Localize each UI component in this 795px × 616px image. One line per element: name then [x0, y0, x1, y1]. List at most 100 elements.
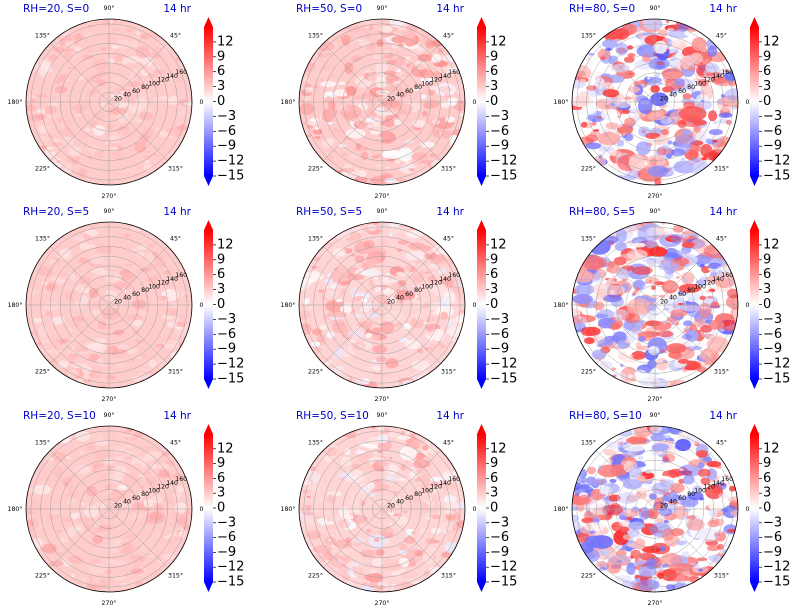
heatmap-cell: [58, 360, 69, 368]
heatmap-cell: [121, 111, 139, 124]
heatmap-cell: [162, 269, 171, 275]
heatmap-cell: [145, 476, 157, 487]
colorbar-tick-label: 12: [763, 237, 780, 252]
heatmap-cell: [177, 77, 184, 82]
heatmap-cell: [645, 276, 659, 285]
angular-gridline: [323, 304, 383, 364]
heatmap-cell: [700, 477, 711, 485]
theta-tick-label: 180°: [554, 98, 569, 106]
heatmap-cell: [371, 360, 377, 363]
heatmap-cell: [431, 329, 445, 341]
heatmap-cell: [345, 128, 366, 139]
heatmap-cell: [670, 294, 678, 303]
theta-tick-label: 135°: [581, 32, 596, 40]
heatmap-cell: [620, 461, 626, 465]
polar-frame: [571, 221, 739, 389]
heatmap-cell: [299, 503, 307, 514]
colorbar-extend-max: [204, 220, 213, 230]
heatmap-cell: [701, 157, 707, 161]
theta-tick-label: 135°: [581, 439, 596, 447]
heatmap-cell: [399, 71, 404, 75]
theta-tick-label: 135°: [35, 439, 50, 447]
heatmap-cell: [612, 275, 615, 278]
heatmap-cell: [409, 470, 419, 480]
theta-tick-label: 315°: [441, 368, 456, 376]
heatmap-cell: [33, 537, 43, 549]
heatmap-cell: [327, 521, 334, 525]
heatmap-cell: [434, 76, 439, 80]
heatmap-cell: [428, 547, 439, 553]
heatmap-cell: [693, 124, 701, 134]
heatmap-cell: [654, 497, 665, 510]
heatmap-cell: [113, 357, 125, 367]
heatmap-cell: [49, 340, 60, 348]
heatmap-cell: [136, 138, 140, 141]
panel-title: RH=20, S=0: [23, 3, 89, 15]
heatmap-cell: [637, 487, 647, 495]
heatmap-cell: [693, 317, 706, 327]
heatmap-cell: [422, 445, 429, 451]
heatmap-cell: [387, 352, 401, 360]
colorbar-tick-label: −9: [490, 139, 509, 154]
heatmap-cell: [624, 509, 631, 514]
heatmap-cell: [724, 474, 729, 478]
heatmap-cell: [135, 119, 144, 123]
heatmap-cell: [53, 467, 64, 478]
heatmap-cell: [113, 257, 127, 265]
colorbar-tick-label: −9: [763, 139, 782, 154]
heatmap-cell: [697, 78, 709, 87]
heatmap-cell: [136, 166, 144, 170]
heatmap-cell: [637, 336, 646, 342]
heatmap-cell: [707, 268, 712, 271]
heatmap-cell: [430, 527, 442, 534]
heatmap-cell: [97, 502, 106, 508]
heatmap-cell: [55, 444, 68, 450]
theta-tick-label: 0°: [745, 301, 752, 309]
heatmap-cell: [572, 505, 579, 511]
heatmap-cell: [335, 298, 343, 303]
colorbar-tick-label: −9: [217, 545, 236, 560]
heatmap-cell: [391, 495, 402, 505]
heatmap-cell: [619, 514, 627, 521]
heatmap-cell: [306, 271, 324, 282]
heatmap-cell: [113, 465, 127, 476]
theta-tick-label: 270°: [102, 395, 117, 403]
heatmap-cell: [311, 485, 320, 493]
heatmap-cell: [94, 439, 109, 446]
heatmap-cell: [700, 144, 713, 158]
heatmap-cell: [78, 133, 88, 139]
heatmap-cell: [44, 105, 57, 114]
heatmap-cell: [679, 468, 684, 471]
r-tick-label: 40: [123, 295, 131, 302]
heatmap-cell: [691, 37, 707, 52]
heatmap-cell: [63, 119, 72, 131]
heatmap-cell: [115, 353, 124, 359]
heatmap-cell: [79, 243, 90, 250]
colorbar-extend-max: [750, 424, 759, 434]
theta-tick-label: 135°: [308, 439, 323, 447]
heatmap-cell: [90, 272, 95, 276]
heatmap-cell: [107, 135, 120, 143]
heatmap-cell: [83, 48, 94, 53]
heatmap-cell: [86, 92, 90, 96]
heatmap-cell: [124, 75, 131, 80]
heatmap-cell: [129, 554, 135, 560]
heatmap-cell: [696, 94, 709, 103]
heatmap-cell: [314, 136, 321, 140]
heatmap-cell: [429, 86, 436, 90]
heatmap-field: [572, 19, 738, 185]
heatmap-cell: [28, 505, 44, 515]
heatmap-cell: [699, 264, 705, 268]
r-tick-label: 60: [132, 88, 140, 95]
r-tick-label: 140: [712, 480, 724, 487]
r-tick-label: 100: [421, 283, 433, 290]
heatmap-cell: [161, 113, 166, 118]
heatmap-cell: [626, 562, 636, 575]
heatmap-cell: [610, 150, 622, 157]
heatmap-cell: [95, 338, 106, 344]
polar-frame: [25, 425, 193, 593]
heatmap-cell: [163, 479, 171, 483]
heatmap-cell: [66, 286, 76, 290]
heatmap-cell: [66, 555, 85, 564]
